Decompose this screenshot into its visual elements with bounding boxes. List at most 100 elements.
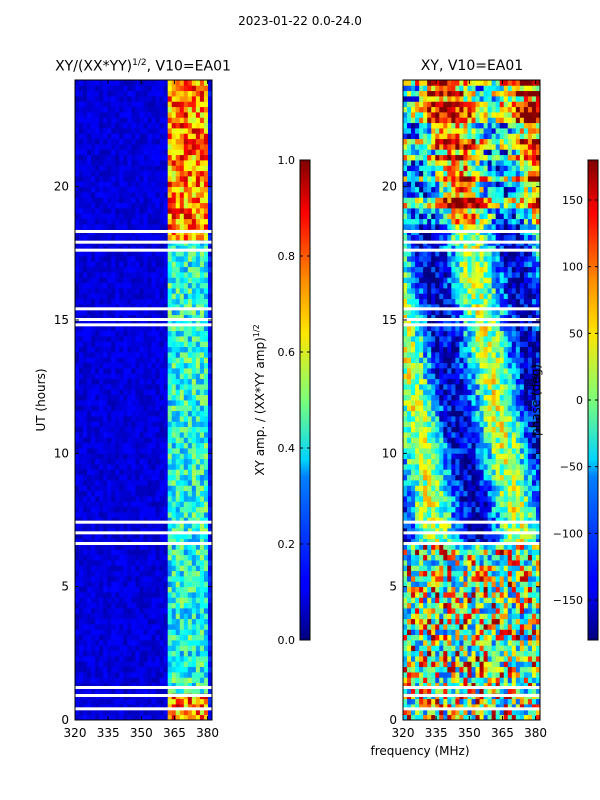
y-tick-label: 20 xyxy=(54,180,69,194)
heatmap-cell xyxy=(507,645,513,652)
heatmap-cell xyxy=(107,282,112,289)
heatmap-cell xyxy=(99,645,104,652)
heatmap-cell xyxy=(167,133,173,140)
heatmap-cell xyxy=(103,373,108,380)
heatmap-cell xyxy=(139,533,144,540)
heatmap-cell xyxy=(187,80,193,86)
heatmap-cell xyxy=(83,592,88,598)
heatmap-cell xyxy=(95,421,100,428)
heatmap-cell xyxy=(179,688,185,694)
heatmap-cell xyxy=(87,538,92,545)
heatmap-cell xyxy=(111,186,116,193)
heatmap-cell xyxy=(159,672,165,678)
heatmap-cell xyxy=(115,517,120,524)
heatmap-cell xyxy=(491,597,497,604)
heatmap-cell xyxy=(207,682,213,689)
heatmap-cell xyxy=(163,512,169,518)
heatmap-cell xyxy=(495,677,501,684)
heatmap-cell xyxy=(99,517,104,524)
heatmap-cell xyxy=(163,368,169,374)
heatmap-cell xyxy=(83,634,88,641)
heatmap-cell xyxy=(99,272,104,278)
heatmap-cell xyxy=(123,256,128,262)
heatmap-cell xyxy=(111,506,116,513)
heatmap-cell xyxy=(75,154,80,161)
heatmap-cell xyxy=(139,362,144,369)
heatmap-cell xyxy=(123,85,128,92)
heatmap-cell xyxy=(87,320,92,326)
heatmap-cell xyxy=(107,490,112,497)
heatmap-cell xyxy=(499,714,505,721)
heatmap-cell xyxy=(203,512,209,518)
heatmap-cell xyxy=(191,224,197,230)
heatmap-cell xyxy=(171,421,177,428)
heatmap-cell xyxy=(115,608,120,614)
heatmap-cell xyxy=(87,394,92,401)
heatmap-cell xyxy=(87,266,92,273)
heatmap-cell xyxy=(423,618,428,625)
heatmap-cell xyxy=(487,613,493,620)
heatmap-cell xyxy=(127,80,132,86)
heatmap-cell xyxy=(191,149,197,156)
heatmap-cell xyxy=(83,309,88,316)
heatmap-cell xyxy=(95,501,100,508)
heatmap-cell xyxy=(167,448,173,454)
heatmap-cell xyxy=(127,704,132,710)
heatmap-cell xyxy=(91,186,96,193)
heatmap-cell xyxy=(115,560,120,566)
heatmap-cell xyxy=(111,442,116,449)
heatmap-cell xyxy=(455,650,460,657)
heatmap-cell xyxy=(143,405,148,412)
heatmap-cell xyxy=(511,661,517,668)
heatmap-cell xyxy=(87,672,92,678)
heatmap-cell xyxy=(423,682,428,689)
heatmap-cell xyxy=(167,634,173,641)
heatmap-cell xyxy=(79,656,84,662)
heatmap-cell xyxy=(123,602,128,609)
heatmap-cell xyxy=(187,266,193,273)
heatmap-cell xyxy=(123,378,128,385)
heatmap-cell xyxy=(147,640,152,646)
heatmap-cell xyxy=(411,714,416,721)
heatmap-cell xyxy=(95,133,100,140)
heatmap-cell xyxy=(203,544,209,550)
heatmap-cell xyxy=(75,208,80,214)
heatmap-cell xyxy=(107,629,112,636)
heatmap-cell xyxy=(103,218,108,225)
heatmap-cell xyxy=(91,469,96,476)
heatmap-cell xyxy=(171,613,177,620)
heatmap-cell xyxy=(131,256,136,262)
heatmap-cell xyxy=(531,634,537,641)
heatmap-cell xyxy=(475,704,480,710)
heatmap-cell xyxy=(139,640,144,646)
heatmap-cell xyxy=(527,618,533,625)
heatmap-cell xyxy=(167,320,173,326)
heatmap-cell xyxy=(103,533,108,540)
heatmap-cell xyxy=(415,586,420,593)
heatmap-cell xyxy=(99,480,104,486)
heatmap-cell xyxy=(159,234,165,241)
heatmap-cell xyxy=(115,576,120,582)
heatmap-cell xyxy=(91,400,96,406)
heatmap-cell xyxy=(87,666,92,673)
heatmap-cell xyxy=(415,688,420,694)
heatmap-cell xyxy=(87,704,92,710)
heatmap-cell xyxy=(139,234,144,241)
heatmap-cell xyxy=(155,304,161,310)
heatmap-cell xyxy=(123,448,128,454)
heatmap-cell xyxy=(119,160,124,166)
heatmap-cell xyxy=(203,592,209,598)
heatmap-cell xyxy=(123,293,128,300)
flagged-row xyxy=(75,542,212,545)
heatmap-cell xyxy=(195,602,201,609)
heatmap-cell xyxy=(415,698,420,705)
heatmap-cell xyxy=(491,682,497,689)
heatmap-cell xyxy=(147,570,152,577)
heatmap-cell xyxy=(159,208,165,214)
heatmap-cell xyxy=(75,517,80,524)
heatmap-cell xyxy=(175,576,181,582)
heatmap-cell xyxy=(479,634,484,641)
heatmap-cell xyxy=(407,666,412,673)
heatmap-cell xyxy=(119,320,124,326)
heatmap-cell xyxy=(119,426,124,433)
